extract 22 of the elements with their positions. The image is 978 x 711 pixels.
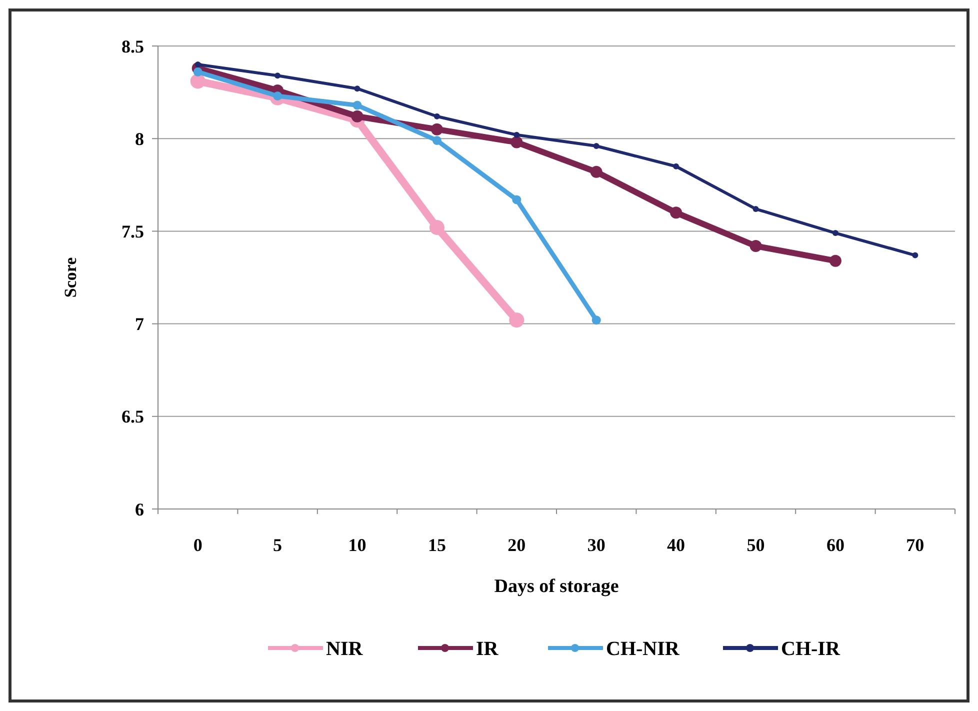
x-tick-label: 60 (826, 535, 844, 555)
y-tick-label: 6.5 (122, 406, 144, 427)
legend-label: CH-IR (781, 638, 840, 660)
legend-label: CH-NIR (606, 638, 680, 660)
x-axis-title: Days of storage (494, 576, 619, 597)
x-tick-label: 50 (746, 535, 765, 555)
x-tick-label: 40 (667, 535, 686, 555)
y-tick-label: 7 (135, 314, 144, 334)
x-tick-label: 15 (428, 535, 446, 555)
y-axis-title: Score (61, 256, 80, 298)
x-tick-label: 0 (193, 535, 202, 555)
x-tick-label: 70 (906, 535, 924, 555)
y-tick-label: 6 (135, 499, 144, 520)
legend-label: NIR (326, 638, 364, 660)
y-tick-label: 8.5 (122, 36, 144, 56)
y-tick-label: 7.5 (122, 222, 144, 242)
x-tick-label: 20 (508, 535, 526, 555)
x-tick-label: 30 (587, 535, 606, 555)
legend-label: IR (476, 638, 499, 660)
x-tick-label: 10 (348, 535, 366, 555)
y-tick-label: 8 (135, 128, 144, 149)
x-tick-label: 5 (273, 535, 282, 555)
